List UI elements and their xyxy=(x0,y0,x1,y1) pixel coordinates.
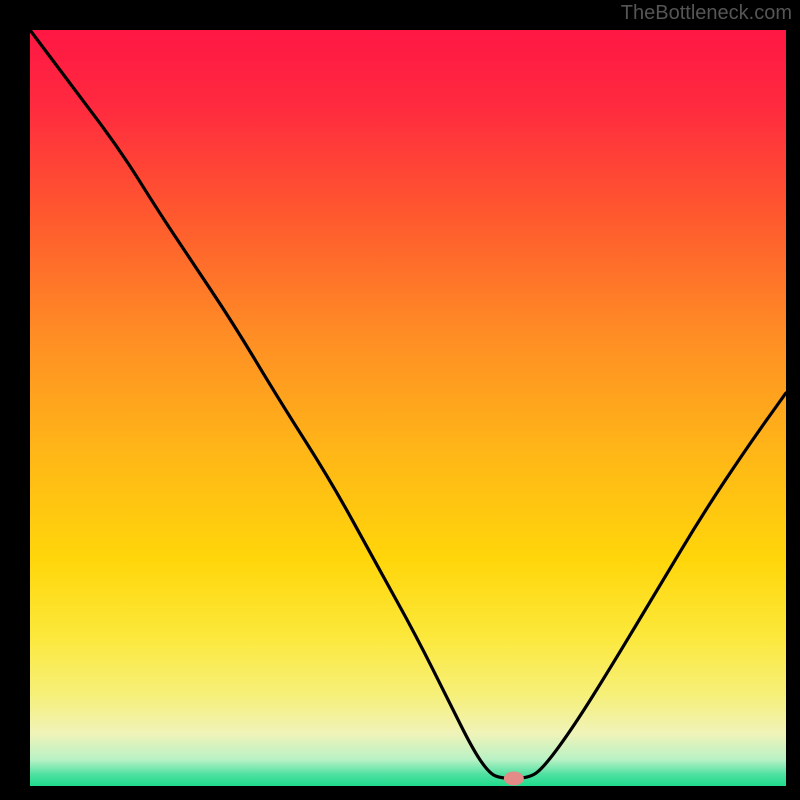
optimal-marker xyxy=(504,771,524,785)
chart-frame: TheBottleneck.com xyxy=(0,0,800,800)
bottleneck-chart xyxy=(0,0,800,800)
chart-gradient-bg xyxy=(30,30,786,786)
watermark-label: TheBottleneck.com xyxy=(621,2,792,25)
